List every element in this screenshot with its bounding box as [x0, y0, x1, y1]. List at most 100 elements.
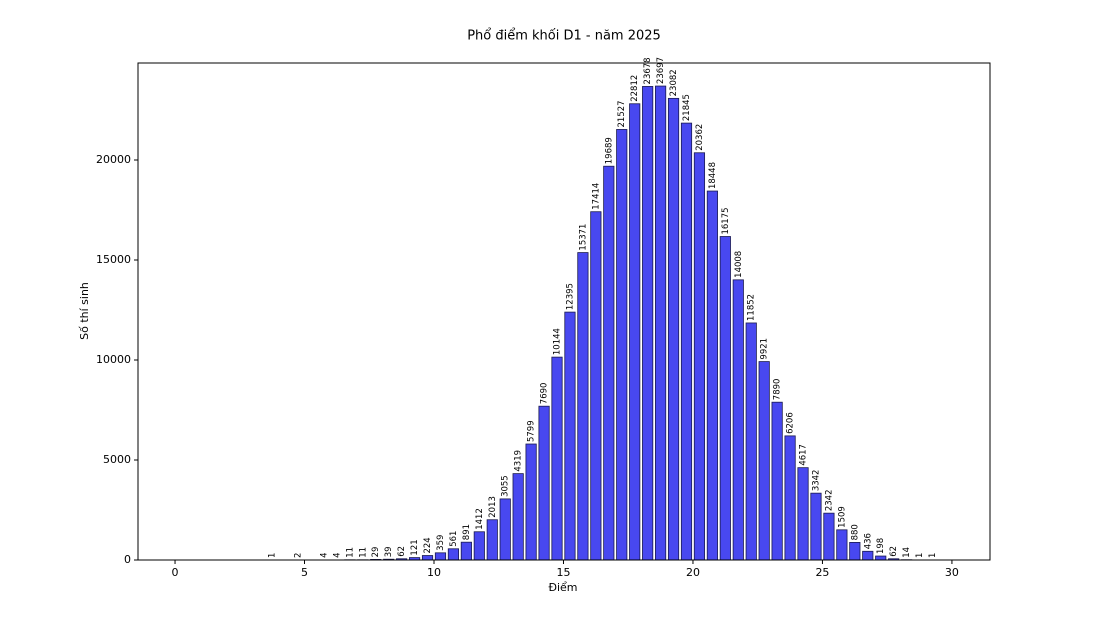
value-label: 16175 — [721, 207, 731, 234]
x-tick-label: 0 — [172, 566, 179, 579]
bar — [680, 122, 693, 561]
value-label: 6206 — [786, 412, 796, 434]
bar — [862, 550, 874, 561]
value-label: 11 — [358, 547, 368, 558]
y-tick-label: 10000 — [96, 353, 131, 366]
bar — [771, 401, 783, 561]
bar — [797, 467, 809, 561]
x-tick-label: 10 — [427, 566, 441, 579]
value-label: 12395 — [565, 283, 575, 310]
x-tick-label: 25 — [815, 566, 829, 579]
value-label: 7890 — [773, 379, 783, 401]
bar — [642, 86, 654, 561]
value-label: 2342 — [824, 490, 834, 512]
value-label: 18448 — [708, 162, 718, 189]
bar — [421, 555, 434, 561]
value-label: 3055 — [501, 475, 511, 497]
bar — [719, 236, 731, 561]
bar — [693, 152, 706, 561]
value-label: 20362 — [695, 124, 705, 151]
value-label: 9921 — [760, 338, 770, 360]
value-label: 23082 — [669, 69, 679, 96]
value-label: 224 — [423, 537, 433, 553]
bar — [577, 252, 589, 561]
bar — [525, 443, 537, 561]
x-tick-label: 30 — [945, 566, 959, 579]
bar — [616, 129, 628, 561]
bar — [564, 311, 576, 561]
value-label: 62 — [889, 546, 899, 557]
value-label: 359 — [436, 535, 446, 551]
plot-frame — [137, 62, 991, 561]
value-label: 14 — [902, 547, 912, 558]
value-label: 121 — [410, 539, 420, 555]
value-label: 2 — [294, 553, 304, 558]
y-tick-label: 0 — [124, 553, 131, 566]
value-label: 21845 — [682, 94, 692, 121]
bar — [499, 498, 511, 561]
value-label: 1 — [928, 553, 938, 558]
value-label: 561 — [449, 531, 459, 547]
bar — [460, 541, 472, 561]
bar — [447, 548, 460, 561]
value-label: 5799 — [527, 420, 537, 442]
value-label: 891 — [462, 524, 472, 540]
bar — [875, 555, 887, 561]
y-tick-label: 5000 — [103, 453, 131, 466]
bar — [629, 103, 641, 561]
value-label: 23697 — [656, 57, 666, 84]
value-label: 23678 — [643, 57, 653, 84]
x-axis-label: Điểm — [548, 581, 577, 594]
y-axis-label: Số thí sinh — [78, 282, 91, 340]
bar — [486, 519, 498, 561]
bar — [758, 361, 770, 561]
value-label: 1509 — [837, 506, 847, 528]
x-tick-label: 15 — [556, 566, 570, 579]
value-label: 880 — [850, 524, 860, 540]
bar — [434, 552, 447, 561]
value-label: 4 — [319, 552, 329, 557]
value-label: 3342 — [811, 470, 821, 492]
x-tick-label: 20 — [686, 566, 700, 579]
bar — [784, 435, 796, 561]
value-label: 14008 — [734, 251, 744, 278]
bar — [706, 190, 718, 561]
bar — [473, 531, 485, 561]
y-tick-label: 20000 — [96, 153, 131, 166]
bar — [836, 529, 848, 561]
value-label: 198 — [876, 538, 886, 554]
value-label: 4617 — [799, 444, 809, 466]
value-label: 2013 — [488, 496, 498, 518]
bar — [551, 356, 563, 561]
value-label: 1 — [915, 553, 925, 558]
value-label: 436 — [863, 533, 873, 549]
bar — [732, 279, 744, 561]
value-label: 39 — [384, 546, 394, 557]
value-label: 22812 — [630, 75, 640, 102]
value-label: 21527 — [617, 100, 627, 127]
value-label: 29 — [371, 547, 381, 558]
value-label: 19689 — [604, 137, 614, 164]
value-label: 11852 — [747, 294, 757, 321]
value-label: 1 — [268, 553, 278, 558]
value-label: 4319 — [514, 450, 524, 472]
value-label: 11 — [345, 547, 355, 558]
value-label: 17414 — [591, 183, 601, 210]
value-label: 10144 — [553, 328, 563, 355]
bar — [667, 97, 680, 561]
bar — [849, 542, 861, 561]
value-label: 7690 — [540, 383, 550, 405]
y-tick-label: 15000 — [96, 253, 131, 266]
bar — [538, 405, 550, 561]
bar — [823, 512, 835, 561]
chart-title: Phổ điểm khối D1 - năm 2025 — [467, 29, 661, 44]
bar — [512, 473, 524, 561]
value-label: 1412 — [475, 508, 485, 530]
x-tick-label: 5 — [301, 566, 308, 579]
value-label: 62 — [397, 546, 407, 557]
bar — [655, 85, 667, 561]
value-label: 4 — [332, 552, 342, 557]
bar — [745, 322, 757, 561]
bar — [810, 492, 822, 561]
